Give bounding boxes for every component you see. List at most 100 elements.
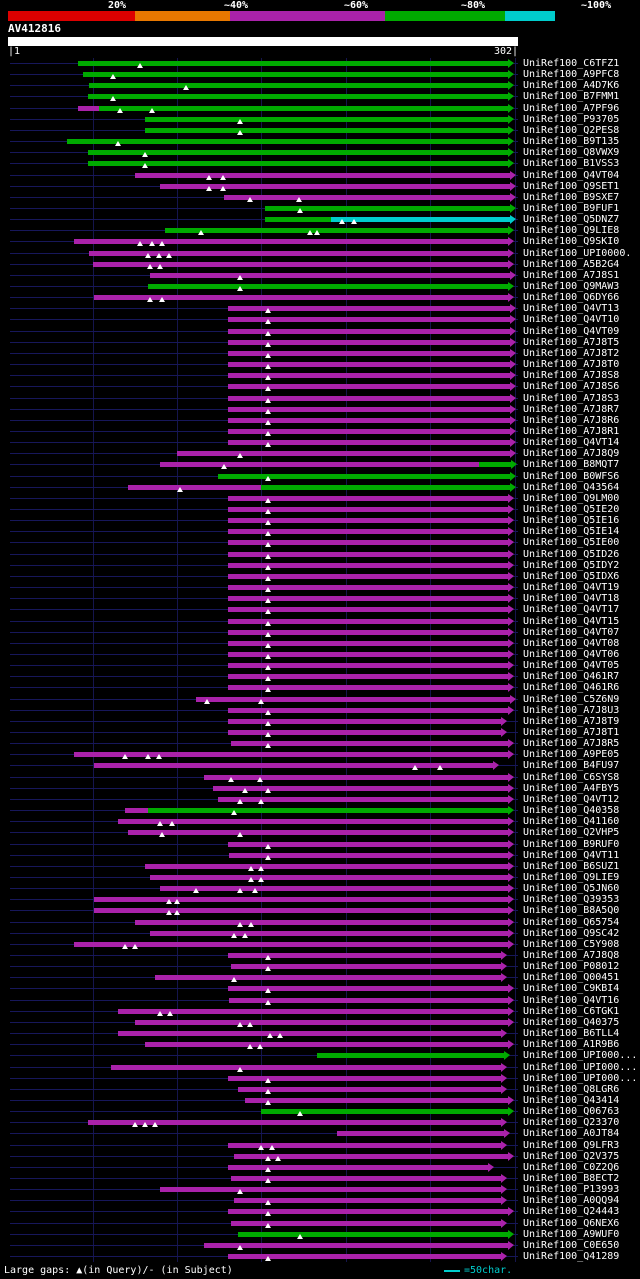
- hit-label[interactable]: UniRef100_Q4VT11: [523, 849, 620, 861]
- hit-label[interactable]: UniRef100_Q2PES8: [523, 124, 620, 136]
- alignment-bar[interactable]: [148, 284, 508, 289]
- hit-label[interactable]: UniRef100_A7J8R7: [523, 403, 620, 415]
- hit-label[interactable]: UniRef100_A7J8T5: [523, 336, 620, 348]
- alignment-bar[interactable]: [227, 507, 508, 512]
- hit-label[interactable]: UniRef100_Q00451: [523, 972, 620, 984]
- hit-label[interactable]: UniRef100_C9KBI4: [523, 983, 620, 995]
- hit-label[interactable]: UniRef100_C6TFZ1: [523, 58, 620, 69]
- hit-label[interactable]: UniRef100_Q4VT12: [523, 793, 620, 805]
- hit-label[interactable]: UniRef100_Q4VT07: [523, 626, 620, 638]
- alignment-bar[interactable]: [227, 663, 508, 669]
- hit-label[interactable]: UniRef100_B9FUF1: [523, 202, 620, 214]
- hit-label[interactable]: UniRef100_Q9LFR3: [523, 1139, 620, 1151]
- alignment-bar[interactable]: [227, 674, 508, 680]
- hit-label[interactable]: UniRef100_Q2VHP5: [523, 827, 620, 839]
- hit-label[interactable]: UniRef100_A0QQ94: [523, 1195, 620, 1207]
- hit-label[interactable]: UniRef100_A0JT84: [523, 1128, 620, 1140]
- alignment-bar[interactable]: [77, 105, 100, 111]
- hit-label[interactable]: UniRef100_Q43564: [523, 481, 620, 493]
- alignment-bar[interactable]: [227, 651, 508, 657]
- alignment-bar[interactable]: [227, 395, 510, 401]
- alignment-bar[interactable]: [160, 1187, 502, 1193]
- alignment-bar[interactable]: [160, 886, 508, 892]
- alignment-bar[interactable]: [227, 718, 502, 724]
- alignment-bar[interactable]: [74, 941, 508, 947]
- hit-label[interactable]: UniRef100_B8MQT7: [523, 459, 620, 471]
- hit-label[interactable]: UniRef100_A7J8S1: [523, 269, 620, 281]
- hit-label[interactable]: UniRef100_Q4VT14: [523, 437, 620, 449]
- hit-label[interactable]: UniRef100_C0Z2Q6: [523, 1161, 620, 1173]
- alignment-bar[interactable]: [231, 1176, 502, 1181]
- hit-label[interactable]: UniRef100_P08012: [523, 961, 620, 973]
- hit-label[interactable]: UniRef100_A7J8R6: [523, 414, 620, 426]
- hit-label[interactable]: UniRef100_Q461R6: [523, 682, 620, 694]
- alignment-bar[interactable]: [227, 1254, 502, 1260]
- hit-label[interactable]: UniRef100_A5B2G4: [523, 258, 620, 270]
- alignment-bar[interactable]: [227, 495, 508, 501]
- alignment-bar[interactable]: [145, 116, 508, 122]
- hit-label[interactable]: UniRef100_Q9SET1: [523, 180, 620, 192]
- hit-label[interactable]: UniRef100_A7J8S6: [523, 381, 620, 393]
- alignment-bar[interactable]: [237, 1086, 502, 1092]
- alignment-bar[interactable]: [227, 350, 510, 356]
- alignment-bar[interactable]: [227, 685, 508, 691]
- alignment-bar[interactable]: [227, 618, 508, 624]
- hit-label[interactable]: UniRef100_Q4VT06: [523, 648, 620, 660]
- hit-label[interactable]: UniRef100_C5Z6N9: [523, 693, 620, 705]
- alignment-bar[interactable]: [217, 473, 510, 479]
- hit-label[interactable]: UniRef100_A7J8S8: [523, 370, 620, 382]
- alignment-bar[interactable]: [227, 328, 510, 334]
- hit-label[interactable]: UniRef100_Q5ID26: [523, 548, 620, 560]
- alignment-bar[interactable]: [89, 83, 508, 89]
- alignment-bar[interactable]: [150, 874, 508, 880]
- alignment-bar[interactable]: [227, 362, 510, 368]
- hit-label[interactable]: UniRef100_Q9SKI0: [523, 236, 620, 248]
- alignment-bar[interactable]: [227, 373, 510, 379]
- alignment-bar[interactable]: [155, 975, 502, 981]
- hit-label[interactable]: UniRef100_B9T135: [523, 136, 620, 148]
- alignment-bar[interactable]: [227, 518, 508, 524]
- hit-label[interactable]: UniRef100_A7J8R5: [523, 738, 620, 750]
- hit-label[interactable]: UniRef100_Q9LIE8: [523, 225, 620, 237]
- hit-label[interactable]: UniRef100_Q9LM00: [523, 492, 620, 504]
- alignment-bar[interactable]: [227, 551, 508, 557]
- hit-label[interactable]: UniRef100_A7J8Q9: [523, 448, 620, 460]
- alignment-bar[interactable]: [227, 707, 508, 713]
- hit-label[interactable]: UniRef100_Q4VT08: [523, 637, 620, 649]
- hit-label[interactable]: UniRef100_A4D7K6: [523, 80, 620, 92]
- alignment-bar[interactable]: [145, 863, 508, 869]
- hit-label[interactable]: UniRef100_Q65754: [523, 916, 620, 928]
- alignment-bar[interactable]: [74, 752, 508, 758]
- alignment-bar[interactable]: [165, 228, 508, 234]
- alignment-bar[interactable]: [94, 295, 508, 301]
- hit-label[interactable]: UniRef100_Q4VT15: [523, 615, 620, 627]
- alignment-bar[interactable]: [89, 250, 508, 256]
- alignment-bar[interactable]: [479, 462, 512, 468]
- alignment-bar[interactable]: [227, 529, 508, 535]
- hit-label[interactable]: UniRef100_Q40358: [523, 805, 620, 817]
- alignment-bar[interactable]: [227, 384, 510, 390]
- alignment-bar[interactable]: [234, 1198, 502, 1204]
- hit-label[interactable]: UniRef100_A9WUF0: [523, 1228, 620, 1240]
- hit-label[interactable]: UniRef100_Q6DY66: [523, 292, 620, 304]
- alignment-bar[interactable]: [87, 1120, 502, 1126]
- hit-label[interactable]: UniRef100_P13993: [523, 1184, 620, 1196]
- alignment-bar[interactable]: [92, 261, 508, 267]
- hit-label[interactable]: UniRef100_Q6NEX6: [523, 1217, 620, 1229]
- alignment-bar[interactable]: [330, 217, 510, 223]
- hit-label[interactable]: UniRef100_Q4VT18: [523, 593, 620, 605]
- hit-label[interactable]: UniRef100_UPI0000.: [523, 247, 632, 259]
- hit-label[interactable]: UniRef100_Q40375: [523, 1016, 620, 1028]
- alignment-bar[interactable]: [231, 741, 508, 747]
- alignment-bar[interactable]: [227, 1075, 502, 1081]
- alignment-bar[interactable]: [231, 1220, 502, 1226]
- hit-label[interactable]: UniRef100_Q8LGR6: [523, 1083, 620, 1095]
- alignment-bar[interactable]: [244, 1097, 508, 1103]
- hit-label[interactable]: UniRef100_A7J8Q8: [523, 950, 620, 961]
- alignment-bar[interactable]: [237, 1231, 508, 1237]
- hit-label[interactable]: UniRef100_Q461R7: [523, 671, 620, 683]
- hit-label[interactable]: UniRef100_B1VSS3: [523, 158, 620, 170]
- alignment-bar[interactable]: [94, 897, 508, 903]
- alignment-bar[interactable]: [145, 127, 508, 133]
- hit-label[interactable]: UniRef100_Q06763: [523, 1106, 620, 1118]
